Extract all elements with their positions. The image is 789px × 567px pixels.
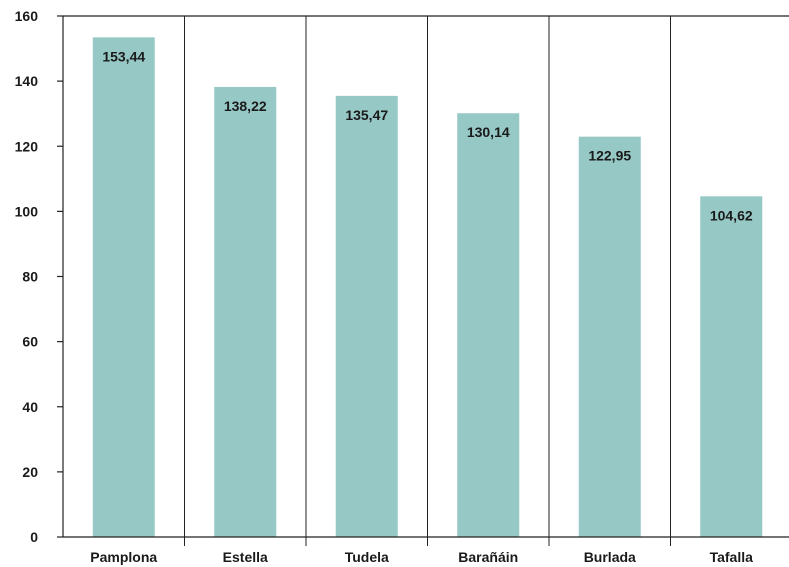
data-label: 122,95 xyxy=(588,148,631,164)
bar-estella xyxy=(214,86,277,537)
y-tick-label: 120 xyxy=(15,138,39,154)
bar-pamplona xyxy=(92,37,155,538)
x-category-label: Pamplona xyxy=(90,549,157,565)
bar-tafalla xyxy=(700,196,763,538)
x-category-label: Barañáin xyxy=(458,549,518,565)
data-label: 138,22 xyxy=(224,98,267,114)
x-category-label: Burlada xyxy=(584,549,636,565)
x-category-label: Tafalla xyxy=(710,549,754,565)
y-tick-label: 0 xyxy=(30,529,38,545)
x-axis: Pamplona Estella Tudela Barañáin Burlada Tafa… xyxy=(63,536,789,565)
y-tick-label: 80 xyxy=(22,269,38,285)
x-category-label: Estella xyxy=(223,549,268,565)
bars xyxy=(92,37,763,538)
y-tick-label: 20 xyxy=(22,464,38,480)
y-tick-label: 60 xyxy=(22,334,38,350)
data-label: 104,62 xyxy=(710,207,753,223)
bar-barañáin xyxy=(457,113,520,537)
y-tick-label: 140 xyxy=(15,73,39,89)
data-labels: 153,44 138,22 135,47 130,14 122,95 104,62 xyxy=(102,48,753,223)
data-label: 135,47 xyxy=(345,107,388,123)
category-separators xyxy=(184,16,671,546)
x-category-label: Tudela xyxy=(345,549,389,565)
y-tick-label: 40 xyxy=(22,399,38,415)
data-label: 130,14 xyxy=(467,124,510,140)
data-label: 153,44 xyxy=(102,48,145,64)
bar-tudela xyxy=(335,95,398,538)
y-tick-label: 160 xyxy=(15,8,39,24)
y-tick-label: 100 xyxy=(15,203,39,219)
bar-burlada xyxy=(578,136,641,538)
